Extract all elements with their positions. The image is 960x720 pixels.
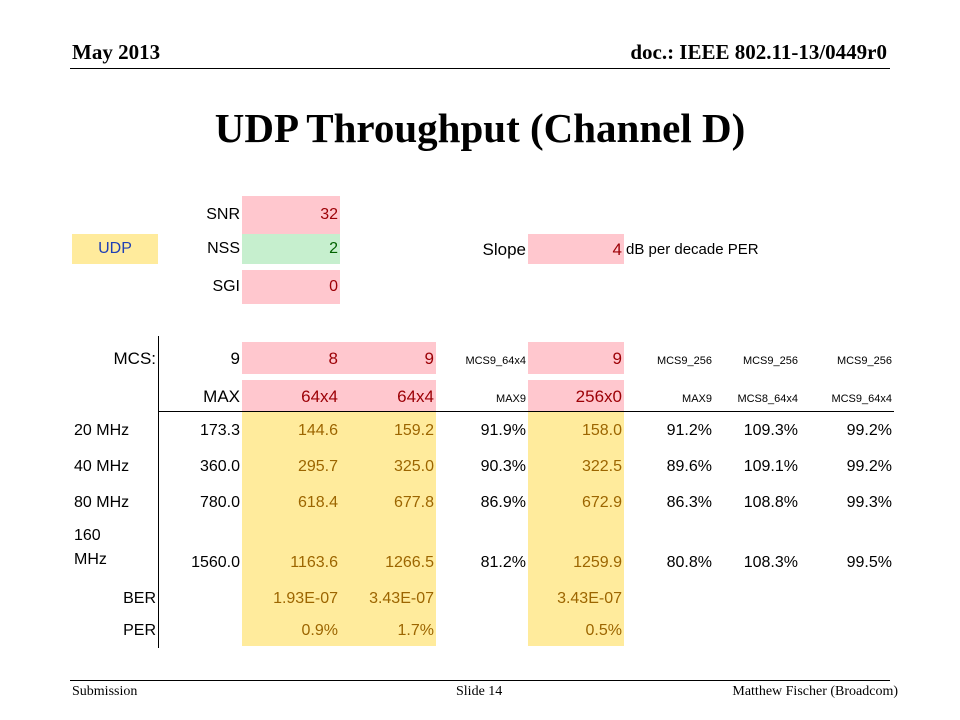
sub-mcs8-64x4: MCS8_64x4 <box>737 392 798 405</box>
slope-unit: dB per decade PER <box>626 240 759 258</box>
cell-160-r256b: 108.3% <box>743 554 798 571</box>
mcs-ratio-256-c: MCS9_256 <box>836 354 892 367</box>
sub-max: MAX <box>203 386 240 406</box>
footer-slide-number: Slide 14 <box>456 684 503 699</box>
snr-value: 32 <box>242 196 340 234</box>
mcs-64x4-a: 8 <box>242 342 340 374</box>
row-label-80mhz: 80 MHz <box>74 494 130 511</box>
cell-80-r256a: 86.3% <box>666 494 712 511</box>
cell-160-r64: 81.2% <box>480 554 526 571</box>
nss-value: 2 <box>242 234 340 264</box>
mcs-64x4-b: 9 <box>340 342 436 374</box>
sgi-label: SGI <box>212 278 240 295</box>
col-64x4-band <box>242 412 436 646</box>
cell-40-r256c: 99.2% <box>846 458 892 475</box>
ber-64b: 3.43E-07 <box>369 590 434 607</box>
per-256: 0.5% <box>585 622 622 639</box>
ber-256: 3.43E-07 <box>557 590 622 607</box>
cell-160-256: 1259.9 <box>573 554 622 571</box>
cell-40-r64: 90.3% <box>480 458 526 475</box>
cell-20-r64: 91.9% <box>480 422 526 439</box>
header-doc-id: doc.: IEEE 802.11-13/0449r0 <box>630 40 887 64</box>
mcs-ratio-256-b: MCS9_256 <box>742 354 798 367</box>
sub-64x4-a: 64x4 <box>242 380 340 412</box>
nss-label: NSS <box>207 240 240 257</box>
cell-40-64b: 325.0 <box>393 458 434 475</box>
sub-256x0: 256x0 <box>528 380 624 412</box>
footer-submission: Submission <box>72 684 138 699</box>
cell-80-max: 780.0 <box>199 494 240 511</box>
cell-80-256: 672.9 <box>581 494 622 511</box>
cell-20-64a: 144.6 <box>297 422 338 439</box>
per-64a: 0.9% <box>301 622 338 639</box>
cell-40-256: 322.5 <box>581 458 622 475</box>
mcs-ratio-256-a: MCS9_256 <box>656 354 712 367</box>
table-left-rule <box>158 336 159 648</box>
cell-20-r256b: 109.3% <box>743 422 798 439</box>
mcs-256x0: 9 <box>528 342 624 374</box>
footer-author: Matthew Fischer (Broadcom) <box>732 684 898 699</box>
mcs-max: 9 <box>230 348 240 368</box>
cell-160-r256c: 99.5% <box>846 554 892 571</box>
cell-40-max: 360.0 <box>199 458 240 475</box>
cell-20-r256a: 91.2% <box>666 422 712 439</box>
slope-label: Slope <box>482 239 526 259</box>
cell-80-r256c: 99.3% <box>846 494 892 511</box>
sub-max9-b: MAX9 <box>682 392 712 405</box>
cell-40-64a: 295.7 <box>297 458 338 475</box>
slide-title: UDP Throughput (Channel D) <box>214 105 746 151</box>
ber-label: BER <box>123 590 156 607</box>
row-label-160mhz-line2: MHz <box>74 551 107 568</box>
cell-20-64b: 159.2 <box>393 422 434 439</box>
cell-80-r256b: 108.8% <box>743 494 798 511</box>
footer-rule <box>70 680 890 681</box>
mcs-label: MCS: <box>113 348 157 368</box>
cell-80-r64: 86.9% <box>480 494 526 511</box>
header-date: May 2013 <box>72 40 161 64</box>
cell-20-256: 158.0 <box>581 422 622 439</box>
per-64b: 1.7% <box>397 622 434 639</box>
udp-badge: UDP <box>72 234 158 264</box>
cell-160-max: 1560.0 <box>191 554 240 571</box>
sub-64x4-b: 64x4 <box>340 380 436 412</box>
per-label: PER <box>123 622 156 639</box>
cell-80-64b: 677.8 <box>393 494 434 511</box>
header-rule <box>70 68 890 69</box>
slope-value: 4 <box>528 234 624 264</box>
cell-40-r256b: 109.1% <box>743 458 798 475</box>
cell-20-r256c: 99.2% <box>846 422 892 439</box>
cell-20-max: 173.3 <box>199 422 240 439</box>
row-label-20mhz: 20 MHz <box>74 422 130 439</box>
cell-160-64a: 1163.6 <box>290 554 338 571</box>
cell-160-r256a: 80.8% <box>666 554 712 571</box>
sub-max9-a: MAX9 <box>496 392 526 405</box>
col-256x0-band <box>528 412 624 646</box>
cell-80-64a: 618.4 <box>297 494 338 511</box>
cell-40-r256a: 89.6% <box>666 458 712 475</box>
mcs-ratio-64: MCS9_64x4 <box>465 354 526 367</box>
snr-label: SNR <box>206 206 240 223</box>
row-label-160mhz-line1: 160 <box>74 527 101 544</box>
sub-mcs9-64x4: MCS9_64x4 <box>831 392 892 405</box>
ber-64a: 1.93E-07 <box>273 590 338 607</box>
table-header-rule <box>158 411 894 412</box>
sgi-value: 0 <box>242 270 340 304</box>
cell-160-64b: 1266.5 <box>385 554 434 571</box>
row-label-40mhz: 40 MHz <box>74 458 130 475</box>
